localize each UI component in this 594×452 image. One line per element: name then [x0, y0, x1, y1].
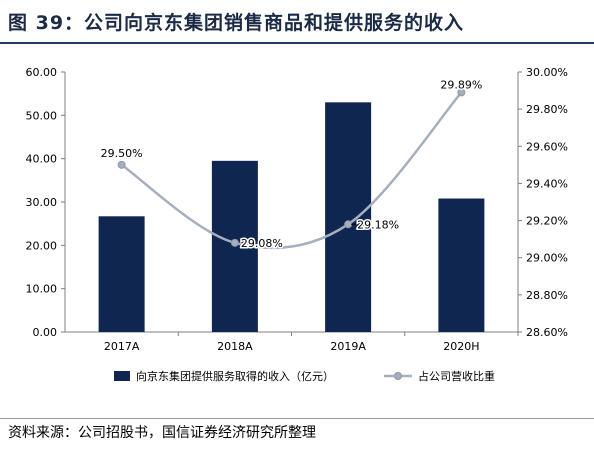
x-tick-label: 2020H: [443, 340, 479, 353]
y-right-tick-label: 30.00%: [526, 66, 568, 79]
source-divider: [0, 418, 594, 419]
legend-line-marker: [394, 372, 402, 380]
bar: [98, 216, 145, 332]
y-right-tick-label: 28.80%: [526, 289, 568, 302]
legend-bar-swatch: [114, 371, 130, 381]
y-left-tick-label: 60.00: [26, 66, 58, 79]
line-data-label: 29.50%: [101, 147, 143, 160]
bar: [325, 102, 372, 332]
line-point: [117, 160, 126, 169]
line-data-label: 29.08%: [241, 237, 283, 250]
line-data-label: 29.18%: [357, 218, 399, 231]
line-point: [344, 220, 353, 229]
x-tick-label: 2018A: [217, 340, 253, 353]
x-tick-label: 2019A: [330, 340, 366, 353]
legend-line-label: 占公司营收比重: [418, 369, 495, 383]
line-point: [457, 88, 466, 97]
y-left-tick-label: 10.00: [26, 283, 58, 296]
y-left-tick-label: 20.00: [26, 239, 58, 252]
y-left-tick-label: 0.00: [33, 326, 58, 339]
y-right-tick-label: 29.80%: [526, 103, 568, 116]
title-divider: [0, 42, 594, 44]
source-note: 资料来源：公司招股书，国信证券经济研究所整理: [8, 425, 316, 441]
y-right-tick-label: 28.60%: [526, 326, 568, 339]
combo-chart: 0.00 10.00 20.00 30.00 40.00 50.00 60.00 28.60%…: [26, 66, 568, 383]
y-left-tick-label: 40.00: [26, 153, 58, 166]
bar: [438, 198, 485, 332]
y-right-tick-label: 29.60%: [526, 140, 568, 153]
y-left-tick-label: 50.00: [26, 109, 58, 122]
line-point: [230, 238, 239, 247]
figure-title: 图 39：公司向京东集团销售商品和提供服务的收入: [8, 12, 465, 34]
y-right-tick-label: 29.20%: [526, 215, 568, 228]
line-data-label: 29.89%: [440, 78, 482, 91]
y-left-tick-label: 30.00: [26, 196, 58, 209]
legend-bar-label: 向京东集团提供服务取得的收入（亿元）: [136, 369, 334, 383]
series-line: [120, 91, 463, 250]
x-tick-label: 2017A: [104, 340, 140, 353]
y-right-tick-label: 29.00%: [526, 252, 568, 265]
y-right-tick-label: 29.40%: [526, 177, 568, 190]
